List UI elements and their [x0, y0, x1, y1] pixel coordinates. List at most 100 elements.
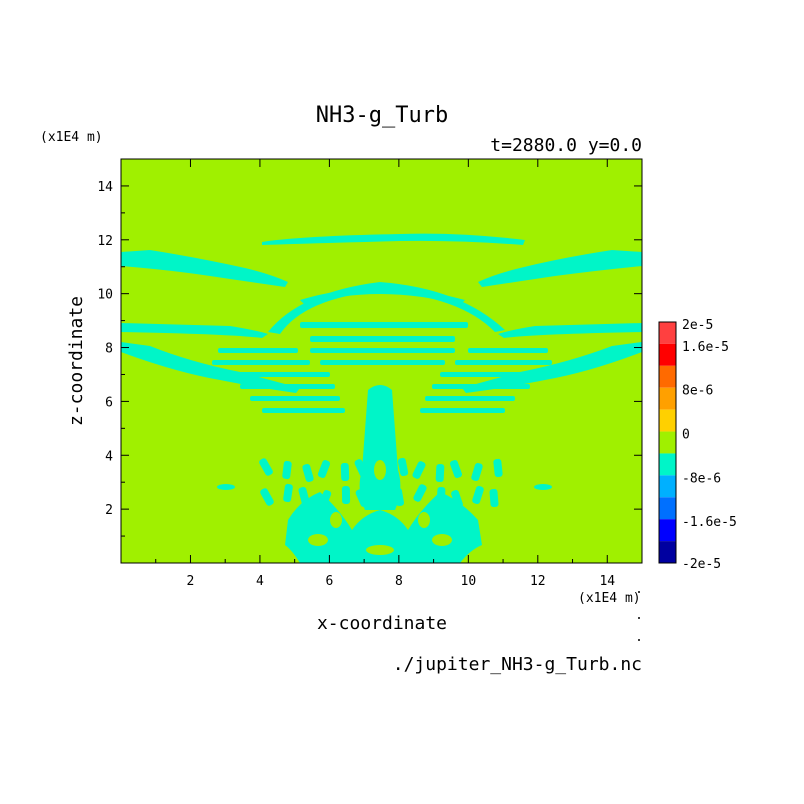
y-tick-label: 4	[105, 449, 113, 464]
plume-hole	[418, 512, 430, 528]
arch-inner	[300, 288, 465, 305]
stripe-band	[218, 348, 298, 353]
colorbar-tick-label: 0	[682, 428, 690, 443]
turbulent-cell	[489, 488, 499, 508]
negative-anomaly-regions	[121, 233, 642, 393]
chart-title: NH3-g_Turb	[316, 103, 448, 128]
colorbar-tick-label: 2e-5	[682, 318, 713, 333]
colorbar-swatch	[659, 475, 676, 498]
stripe-band	[420, 408, 505, 413]
plume-hole	[330, 512, 342, 528]
stripe-band	[320, 360, 445, 365]
x-tick-label: 8	[395, 574, 403, 589]
y-tick-label: 8	[105, 342, 113, 357]
colorbar-swatch	[659, 519, 676, 542]
stripe-band	[425, 396, 515, 401]
x-tick-label: 4	[256, 574, 264, 589]
plume-hole	[308, 534, 328, 546]
heatmap-area	[121, 159, 642, 563]
turbulent-cell	[259, 458, 273, 476]
colorbar-swatch	[659, 322, 676, 344]
colorbar-swatch	[659, 541, 676, 563]
turbulent-cell	[493, 458, 503, 478]
turbulent-cell	[317, 460, 331, 478]
stripe-band	[310, 348, 455, 353]
x-tick-label: 10	[461, 574, 477, 589]
stripe-band	[468, 348, 548, 353]
x-tick-label: 12	[530, 574, 546, 589]
x-axis-ticks: 2 4 6 8 10 12 14	[155, 159, 615, 589]
turbulent-cell	[340, 462, 350, 482]
x-tick-label: 14	[599, 574, 615, 589]
stripe-band	[440, 372, 540, 377]
bottom-plume	[285, 492, 482, 563]
turbulent-cell	[397, 457, 409, 477]
dot-mark	[638, 639, 640, 641]
stripe-band	[240, 384, 335, 389]
y-tick-label: 10	[97, 288, 113, 303]
chart-subtitle: t=2880.0 y=0.0	[490, 135, 642, 156]
y-axis-label: z-coordinate	[66, 296, 87, 426]
colorbar-swatch	[659, 453, 676, 476]
stripe-band	[250, 396, 340, 401]
colorbar-tick-label: 8e-6	[682, 384, 713, 399]
stripe-band	[212, 360, 310, 365]
stripe-band	[432, 384, 530, 389]
y-axis-ticks: 2 4 6 8 10 12 14	[97, 180, 642, 537]
plume-hole	[432, 534, 452, 546]
colorbar-tick-label: -8e-6	[682, 471, 721, 486]
stripe-band	[228, 372, 330, 377]
source-file-label: ./jupiter_NH3-g_Turb.nc	[393, 654, 642, 675]
turbulent-cell	[282, 460, 292, 480]
y-tick-label: 12	[97, 234, 113, 249]
right-lower-wing	[462, 342, 642, 393]
right-wing-top	[478, 250, 642, 287]
dot-mark	[638, 591, 640, 593]
left-wing-top	[121, 250, 288, 287]
colorbar-tick-label: -2e-5	[682, 557, 721, 572]
left-lower-wing	[121, 342, 300, 393]
colorbar	[658, 321, 677, 564]
plume-hole	[366, 545, 394, 555]
turbulent-cell	[283, 483, 293, 503]
small-blob-left	[217, 484, 235, 490]
background-holes	[308, 460, 452, 555]
colorbar-swatch	[659, 497, 676, 520]
x-axis-label: x-coordinate	[317, 613, 447, 634]
turbulent-cell	[435, 463, 445, 483]
right-mid-band	[498, 323, 642, 338]
turbulent-cell	[472, 485, 484, 505]
turbulent-cell	[471, 462, 483, 482]
turbulent-cell	[260, 488, 274, 506]
upper-band	[262, 233, 525, 245]
dot-mark	[638, 617, 640, 619]
colorbar-swatch	[659, 343, 676, 366]
plot-frame	[120, 158, 643, 564]
stripe-band	[310, 336, 455, 342]
turbulent-cell	[412, 461, 426, 479]
colorbar-swatch	[659, 365, 676, 388]
central-column	[359, 385, 401, 510]
y-tick-label: 2	[105, 503, 113, 518]
x-tick-label: 2	[187, 574, 195, 589]
y-tick-label: 14	[97, 180, 113, 195]
turbulent-blobs	[217, 385, 552, 563]
stripe-band	[262, 408, 345, 413]
colorbar-labels: 2e-5 1.6e-5 8e-6 0 -8e-6 -1.6e-5 -2e-5	[682, 318, 737, 572]
stripe-band	[300, 322, 468, 328]
turbulent-cell	[341, 485, 351, 505]
y-tick-label: 6	[105, 395, 113, 410]
colorbar-swatch	[659, 431, 676, 454]
turbulent-cell	[302, 463, 314, 483]
small-blob-right	[534, 484, 552, 490]
x-tick-label: 6	[325, 574, 333, 589]
y-unit-label: (x1E4 m)	[40, 130, 103, 145]
stripe-band	[455, 360, 552, 365]
turbulent-cell	[413, 484, 427, 502]
colorbar-swatch	[659, 387, 676, 410]
colorbar-frame	[658, 321, 677, 564]
stripe-patterns	[212, 322, 552, 508]
colorbar-swatch	[659, 409, 676, 432]
x-unit-label: (x1E4 m)	[578, 591, 641, 606]
